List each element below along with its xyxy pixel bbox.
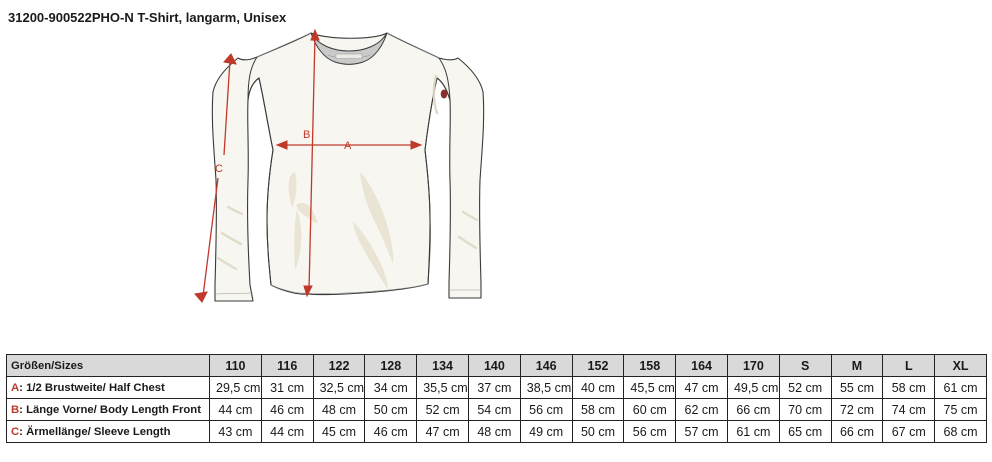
svg-text:B: B (303, 129, 310, 141)
svg-text:A: A (344, 140, 352, 152)
svg-text:C: C (215, 163, 223, 175)
